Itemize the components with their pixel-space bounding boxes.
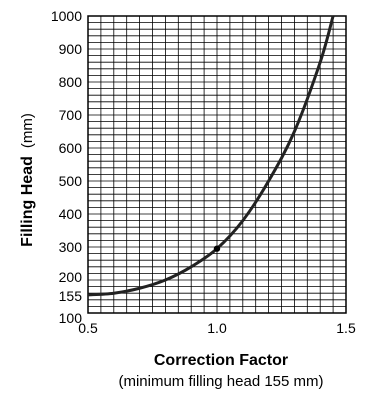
y-tick-label: 600 [59, 140, 83, 156]
y-axis-title-unit: (mm) [19, 113, 36, 148]
x-tick-label: 1.5 [336, 320, 356, 336]
y-tick-label: 1000 [51, 8, 82, 24]
x-axis-subtitle: (minimum filling head 155 mm) [118, 373, 323, 390]
marked-point [213, 245, 221, 252]
y-tick-label: 155 [59, 288, 83, 304]
plot-frame [87, 15, 347, 314]
marked-point-group [213, 245, 221, 252]
y-tick-label: 800 [59, 74, 83, 90]
x-tick-labels: 0.5 1.0 1.5 [78, 320, 356, 336]
y-tick-label: 900 [59, 41, 83, 57]
x-tick-label: 1.0 [207, 320, 227, 336]
y-tick-label: 400 [59, 206, 83, 222]
y-tick-label: 200 [59, 269, 83, 285]
y-tick-label: 500 [59, 173, 83, 189]
y-axis-title-main: Filling Head [19, 156, 36, 247]
y-tick-labels: 100 155 200 300 400 500 600 700 800 900 1000 [51, 8, 82, 326]
y-tick-label: 100 [59, 310, 83, 326]
x-tick-label: 0.5 [78, 320, 98, 336]
y-tick-label: 300 [59, 239, 83, 255]
x-axis-title: Correction Factor [154, 352, 288, 369]
grid [88, 16, 346, 313]
y-axis-title: Filling Head (mm) [19, 113, 36, 247]
series-line [87, 15, 335, 297]
y-tick-label: 700 [59, 107, 83, 123]
